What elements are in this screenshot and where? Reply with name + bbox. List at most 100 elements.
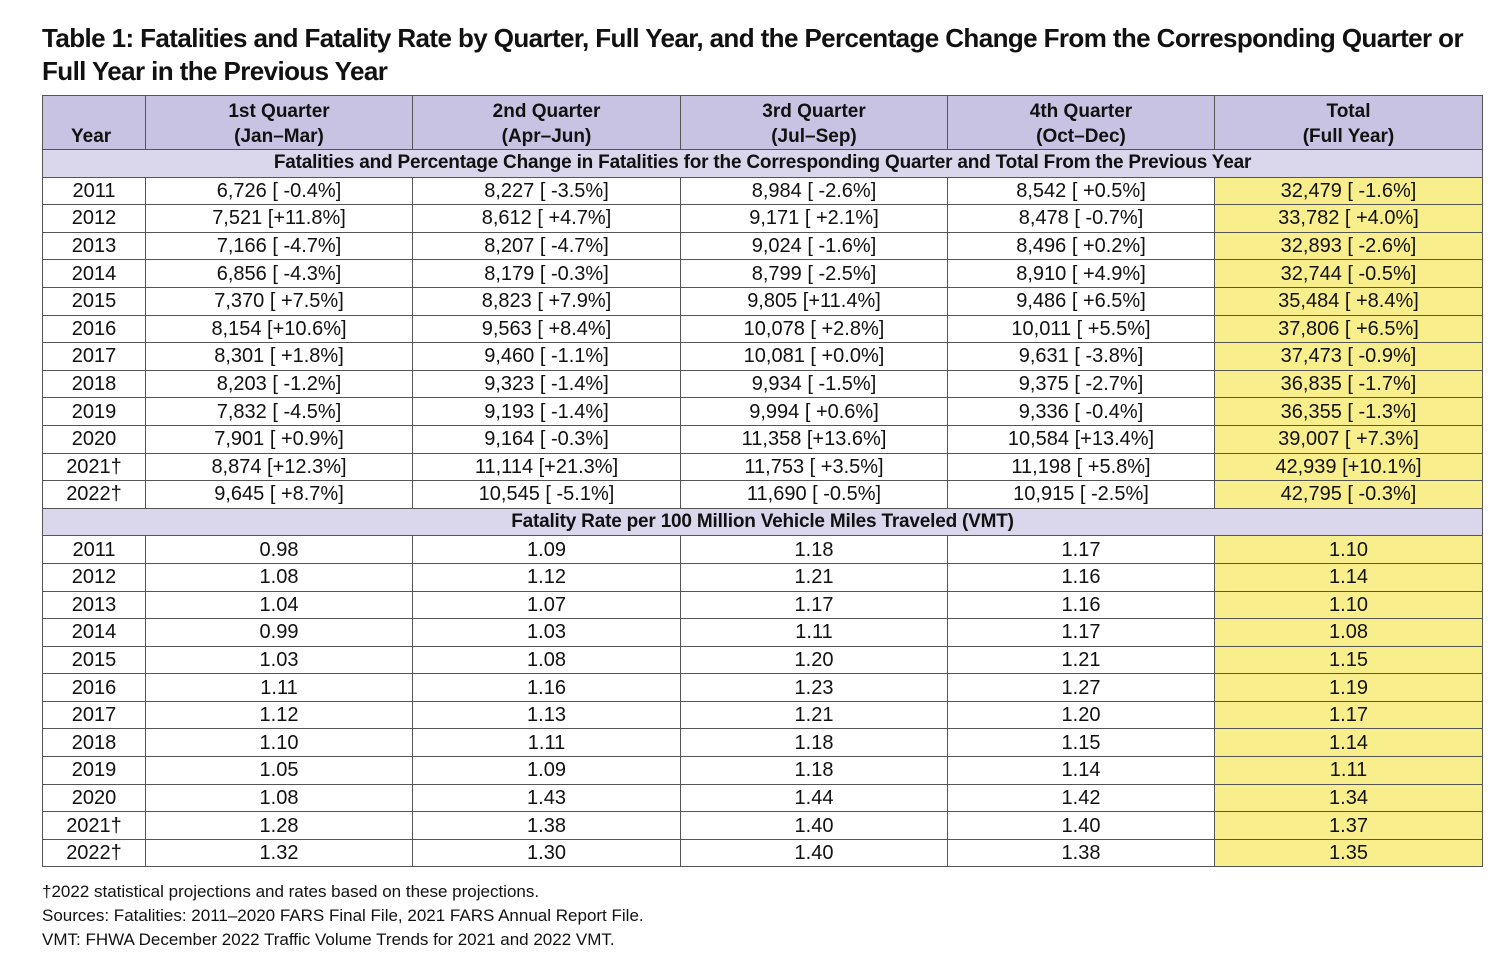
value-cell: 8,478 [ -0.7%] bbox=[947, 204, 1215, 233]
value-cell: 32,893 [ -2.6%] bbox=[1214, 231, 1483, 261]
year-cell: 2017 bbox=[42, 700, 146, 730]
value-cell: 1.17 bbox=[1214, 700, 1483, 730]
value-cell: 8,542 [ +0.5%] bbox=[947, 176, 1215, 206]
value-cell: 35,484 [ +8.4%] bbox=[1214, 286, 1483, 316]
year-cell: 2017 bbox=[42, 342, 146, 371]
data-row: 2015 1.03 1.08 1.20 1.21 1.15 bbox=[42, 645, 1483, 675]
value-cell: 1.12 bbox=[145, 700, 413, 730]
value-cell: 11,358 [+13.6%] bbox=[680, 424, 948, 454]
year-cell: 2015 bbox=[42, 286, 146, 316]
value-cell: 1.16 bbox=[947, 562, 1215, 592]
value-cell: 8,301 [ +1.8%] bbox=[145, 342, 413, 371]
value-cell: 1.11 bbox=[145, 673, 413, 702]
year-cell: 2021† bbox=[42, 811, 146, 840]
value-cell: 36,355 [ -1.3%] bbox=[1214, 397, 1483, 426]
value-cell: 9,193 [ -1.4%] bbox=[412, 397, 681, 426]
data-row: 2011 0.98 1.09 1.18 1.17 1.10 bbox=[42, 535, 1483, 564]
value-cell: 9,460 [ -1.1%] bbox=[412, 342, 681, 371]
value-cell: 1.37 bbox=[1214, 811, 1483, 840]
value-cell: 1.21 bbox=[680, 700, 948, 730]
value-cell: 37,473 [ -0.9%] bbox=[1214, 342, 1483, 371]
value-cell: 6,726 [ -0.4%] bbox=[145, 176, 413, 206]
value-cell: 1.40 bbox=[947, 811, 1215, 840]
header-line: (Jan–Mar) bbox=[234, 126, 324, 147]
value-cell: 7,832 [ -4.5%] bbox=[145, 397, 413, 426]
header-line: (Full Year) bbox=[1302, 126, 1395, 147]
value-cell: 8,799 [ -2.5%] bbox=[680, 259, 948, 288]
value-cell: 1.20 bbox=[947, 700, 1215, 730]
value-cell: 1.35 bbox=[1214, 838, 1483, 868]
section-row: Fatality Rate per 100 Million Vehicle Mi… bbox=[42, 507, 1483, 537]
year-cell: 2018 bbox=[42, 728, 146, 758]
data-row: 2016 1.11 1.16 1.23 1.27 1.19 bbox=[42, 673, 1483, 702]
value-cell: 9,934 [ -1.5%] bbox=[680, 369, 948, 399]
value-cell: 11,114 [+21.3%] bbox=[412, 452, 681, 482]
value-cell: 9,631 [ -3.8%] bbox=[947, 342, 1215, 371]
value-cell: 10,584 [+13.4%] bbox=[947, 424, 1215, 454]
value-cell: 9,336 [ -0.4%] bbox=[947, 397, 1215, 426]
header-line: 3rd Quarter bbox=[762, 101, 866, 122]
value-cell: 39,007 [ +7.3%] bbox=[1214, 424, 1483, 454]
column-header: Total (Full Year) bbox=[1214, 95, 1483, 150]
data-row: 2017 1.12 1.13 1.21 1.20 1.17 bbox=[42, 700, 1483, 730]
value-cell: 10,078 [ +2.8%] bbox=[680, 314, 948, 344]
year-cell: 2012 bbox=[42, 204, 146, 233]
value-cell: 1.42 bbox=[947, 783, 1215, 813]
value-cell: 9,563 [ +8.4%] bbox=[412, 314, 681, 344]
data-row: 2017 8,301 [ +1.8%] 9,460 [ -1.1%] 10,081 [… bbox=[42, 342, 1483, 371]
value-cell: 0.99 bbox=[145, 618, 413, 647]
value-cell: 9,486 [ +6.5%] bbox=[947, 286, 1215, 316]
value-cell: 1.16 bbox=[947, 590, 1215, 620]
value-cell: 7,521 [+11.8%] bbox=[145, 204, 413, 233]
value-cell: 1.38 bbox=[412, 811, 681, 840]
year-cell: 2012 bbox=[42, 562, 146, 592]
value-cell: 1.14 bbox=[1214, 728, 1483, 758]
value-cell: 11,690 [ -0.5%] bbox=[680, 480, 948, 509]
value-cell: 11,198 [ +5.8%] bbox=[947, 452, 1215, 482]
value-cell: 1.30 bbox=[412, 838, 681, 868]
header-line: 2nd Quarter bbox=[492, 101, 601, 122]
value-cell: 37,806 [ +6.5%] bbox=[1214, 314, 1483, 344]
value-cell: 1.43 bbox=[412, 783, 681, 813]
value-cell: 11,753 [ +3.5%] bbox=[680, 452, 948, 482]
value-cell: 10,011 [ +5.5%] bbox=[947, 314, 1215, 344]
value-cell: 8,154 [+10.6%] bbox=[145, 314, 413, 344]
data-row: 2011 6,726 [ -0.4%] 8,227 [ -3.5%] 8,984 [ … bbox=[42, 176, 1483, 206]
value-cell: 1.13 bbox=[412, 700, 681, 730]
year-cell: 2022† bbox=[42, 480, 146, 509]
value-cell: 9,164 [ -0.3%] bbox=[412, 424, 681, 454]
value-cell: 1.38 bbox=[947, 838, 1215, 868]
value-cell: 8,179 [ -0.3%] bbox=[412, 259, 681, 288]
header-line: Total bbox=[1326, 101, 1371, 122]
data-row: 2013 1.04 1.07 1.17 1.16 1.10 bbox=[42, 590, 1483, 620]
year-cell: 2018 bbox=[42, 369, 146, 399]
value-cell: 1.18 bbox=[680, 535, 948, 564]
value-cell: 1.18 bbox=[680, 756, 948, 785]
value-cell: 7,166 [ -4.7%] bbox=[145, 231, 413, 261]
header-line: (Oct–Dec) bbox=[1036, 126, 1126, 147]
value-cell: 32,744 [ -0.5%] bbox=[1214, 259, 1483, 288]
data-row: 2012 7,521 [+11.8%] 8,612 [ +4.7%] 9,171 [ … bbox=[42, 204, 1483, 233]
value-cell: 1.03 bbox=[145, 645, 413, 675]
value-cell: 1.08 bbox=[145, 562, 413, 592]
value-cell: 9,375 [ -2.7%] bbox=[947, 369, 1215, 399]
value-cell: 1.32 bbox=[145, 838, 413, 868]
year-cell: 2019 bbox=[42, 756, 146, 785]
header-line: (Apr–Jun) bbox=[501, 126, 592, 147]
data-row: 2015 7,370 [ +7.5%] 8,823 [ +7.9%] 9,805 [+… bbox=[42, 286, 1483, 316]
value-cell: 7,370 [ +7.5%] bbox=[145, 286, 413, 316]
header-line: 1st Quarter bbox=[228, 101, 330, 122]
year-cell: 2014 bbox=[42, 259, 146, 288]
value-cell: 8,874 [+12.3%] bbox=[145, 452, 413, 482]
data-row: 2012 1.08 1.12 1.21 1.16 1.14 bbox=[42, 562, 1483, 592]
data-row: 2014 0.99 1.03 1.11 1.17 1.08 bbox=[42, 618, 1483, 647]
value-cell: 9,994 [ +0.6%] bbox=[680, 397, 948, 426]
value-cell: 1.44 bbox=[680, 783, 948, 813]
footnote: VMT: FHWA December 2022 Traffic Volume T… bbox=[42, 930, 615, 949]
footnote: †2022 statistical projections and rates … bbox=[42, 882, 540, 901]
value-cell: 1.18 bbox=[680, 728, 948, 758]
year-cell: 2015 bbox=[42, 645, 146, 675]
data-row: 2020 7,901 [ +0.9%] 9,164 [ -0.3%] 11,358 [… bbox=[42, 424, 1483, 454]
value-cell: 9,024 [ -1.6%] bbox=[680, 231, 948, 261]
